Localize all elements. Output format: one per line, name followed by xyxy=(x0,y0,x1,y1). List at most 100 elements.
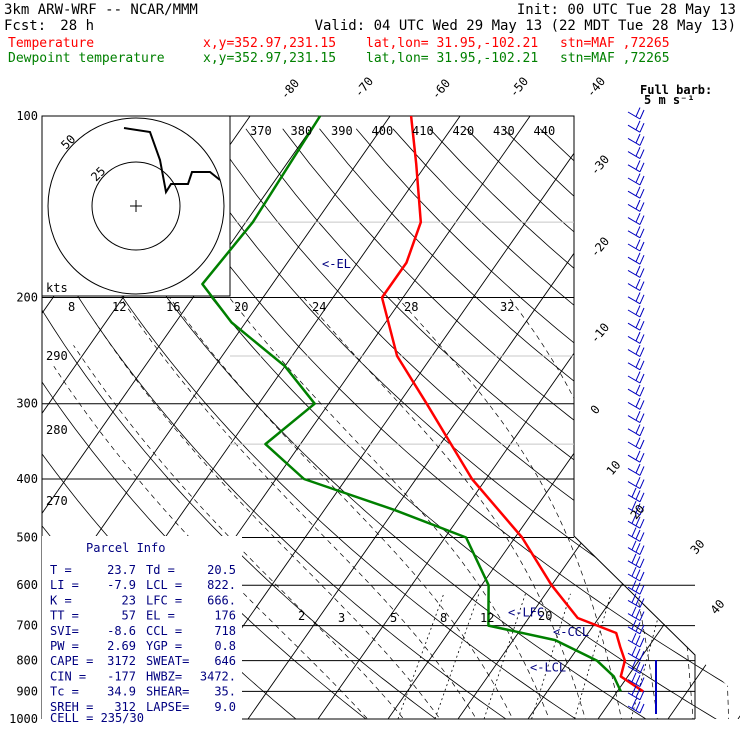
wind-barb xyxy=(627,514,645,529)
wind-barb xyxy=(627,632,645,648)
theta-label-420: 420 xyxy=(453,124,475,138)
wind-barb xyxy=(627,606,645,622)
dry-adiabat xyxy=(539,128,740,719)
wind-barb xyxy=(627,619,645,635)
wind-barb xyxy=(627,146,645,160)
theta-label-370: 370 xyxy=(250,124,272,138)
wind-barb xyxy=(627,344,645,358)
hodo-speed-label-16: 16 xyxy=(166,300,180,314)
parcel-value: 822. xyxy=(207,578,236,592)
isotherm-label-10: 10 xyxy=(604,458,624,478)
parcel-info-panel: Parcel Info T = 23.7 Td = 20.5 LI = -7.9 LCL =… xyxy=(42,536,242,732)
dry-adiabat xyxy=(98,128,738,719)
dewpoint-latlon: lat,lon= 31.95,-102.21 xyxy=(366,51,538,66)
wind-barb xyxy=(627,305,645,318)
pressure-label-400: 400 xyxy=(16,472,38,486)
parcel-key: Td = xyxy=(146,563,175,577)
dry-adiabat xyxy=(355,128,740,719)
wind-barb xyxy=(627,173,645,186)
dry-adiabat xyxy=(42,128,525,719)
dry-adiabat xyxy=(61,128,667,719)
isotherm xyxy=(667,116,740,719)
dry-adiabat xyxy=(392,128,740,719)
wind-barb xyxy=(627,252,645,265)
theta-label-430: 430 xyxy=(493,124,515,138)
wind-barb xyxy=(627,292,645,305)
parcel-key: SWEAT= xyxy=(146,654,189,668)
hodo-speed-label-20: 20 xyxy=(234,300,248,314)
parcel-value: 666. xyxy=(207,593,236,607)
isotherm-label--20: -20 xyxy=(588,234,613,260)
mixing-ratio-label-12: 12 xyxy=(480,611,494,625)
hodo-ring-inner xyxy=(91,161,181,251)
wind-barb xyxy=(627,226,645,239)
parcel-key: EL = xyxy=(146,609,175,623)
isotherm xyxy=(177,116,601,719)
isotherm-label-30: 30 xyxy=(688,537,708,557)
parcel-key: T = xyxy=(50,563,72,577)
parcel-key: K = xyxy=(50,593,72,607)
mixing-ratio-line xyxy=(434,593,480,719)
temperature-trace xyxy=(380,115,644,693)
isotherm-label--80: -80 xyxy=(278,76,303,102)
hodo-speed-label-28: 28 xyxy=(404,300,418,314)
wind-barb xyxy=(627,384,645,397)
parcel-key: CAPE = xyxy=(50,654,93,668)
mixing-ratio-line xyxy=(483,593,526,719)
parcel-value: 0.8 xyxy=(214,639,236,653)
pressure-label-700: 700 xyxy=(16,619,38,633)
wind-barbs xyxy=(627,107,657,714)
parcel-key: CIN = xyxy=(50,669,86,683)
parcel-value: 57 xyxy=(122,609,136,623)
temperature-legend: Temperature xyxy=(8,36,94,51)
dewpoint-legend: Dewpoint temperature xyxy=(8,51,165,66)
theta-left-label-290: 290 xyxy=(46,349,68,363)
theta-left-label-270: 270 xyxy=(46,494,68,508)
isotherm-label--10: -10 xyxy=(588,320,613,346)
wind-barb xyxy=(627,450,645,463)
mixing-ratio-label-2: 2 xyxy=(298,609,305,623)
hodo-speed-label-32: 32 xyxy=(500,300,514,314)
parcel-key: YGP = xyxy=(146,639,182,653)
parcel-value: 2.69 xyxy=(107,639,136,653)
pressure-label-900: 900 xyxy=(16,684,38,698)
theta-left-label-280: 280 xyxy=(46,423,68,437)
wind-barb xyxy=(627,133,645,146)
moist-adiabat xyxy=(53,366,380,719)
pressure-label-800: 800 xyxy=(16,654,38,668)
hodo-trace xyxy=(123,127,221,195)
sounding-series xyxy=(201,115,644,693)
wind-barb xyxy=(627,659,645,674)
hodo-ring-outer xyxy=(47,117,225,295)
parcel-info-title: Parcel Info xyxy=(86,541,165,555)
moist-adiabat xyxy=(397,297,625,719)
parcel-value: 23.7 xyxy=(107,563,136,577)
parcel-key: SREH = xyxy=(50,700,93,714)
dewpoint-trace xyxy=(201,115,622,692)
mixing-ratio-line xyxy=(397,593,445,719)
parcel-value: 312 xyxy=(114,700,136,714)
wind-barb xyxy=(627,553,645,569)
wind-barb xyxy=(627,318,645,331)
wind-barb xyxy=(627,239,645,252)
isotherm xyxy=(42,116,321,719)
parcel-value: 718 xyxy=(214,624,236,638)
parcel-key: LFC = xyxy=(146,593,182,607)
parcel-value: 176 xyxy=(214,609,236,623)
moist-adiabat xyxy=(705,297,730,719)
hodo-speed-label-12: 12 xyxy=(112,300,126,314)
dry-adiabat xyxy=(686,128,740,719)
dry-adiabat xyxy=(42,128,454,719)
parcel-key: HWBZ= xyxy=(146,669,182,683)
level-marker-ccl: <-CCL xyxy=(553,625,589,639)
mixing-ratio-line xyxy=(574,593,612,719)
isotherm-label--50: -50 xyxy=(507,74,532,100)
parcel-key: CCL = xyxy=(146,624,182,638)
isotherm-label-0: 0 xyxy=(588,402,603,417)
isotherm xyxy=(317,116,740,719)
temperature-xy: x,y=352.97,231.15 xyxy=(203,36,336,51)
wind-barb xyxy=(627,160,645,173)
